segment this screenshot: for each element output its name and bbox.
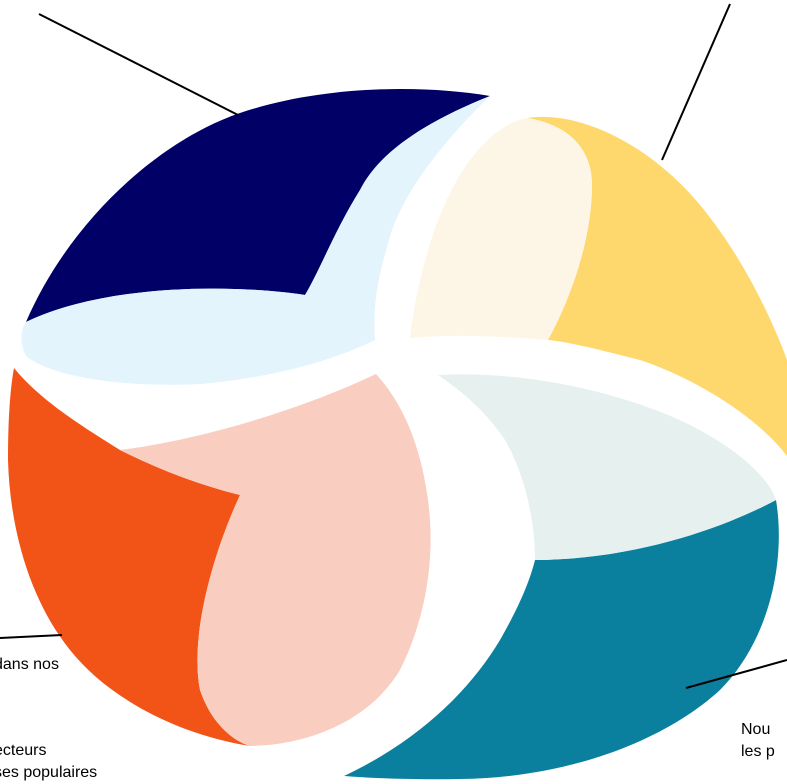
leader-line-bottom-left <box>0 634 63 639</box>
bottom-right-segment-inner <box>438 374 776 560</box>
caption-bottom-left-line-1: dans nos <box>0 656 59 673</box>
caption-bottom-right-line-1: Nou <box>741 721 771 738</box>
leader-line-top-left <box>38 13 239 116</box>
bottom-left-segment-inner <box>120 374 431 746</box>
top-left-segment-outer <box>26 88 490 322</box>
top-right-segment-inner <box>410 118 592 340</box>
caption-bottom-left-line-3: ses populaires <box>0 764 98 781</box>
caption-bottom-left-line-2: ecteurs <box>0 742 47 759</box>
leader-line-bottom-right <box>685 659 787 689</box>
leader-line-top-right <box>661 3 731 161</box>
caption-bottom-right-line-2: les p <box>741 743 775 760</box>
top-right-segment-outer <box>527 116 787 457</box>
bottom-left-segment-outer <box>8 368 250 746</box>
bottom-right-segment-outer <box>344 500 779 780</box>
top-left-segment-inner <box>21 96 490 385</box>
